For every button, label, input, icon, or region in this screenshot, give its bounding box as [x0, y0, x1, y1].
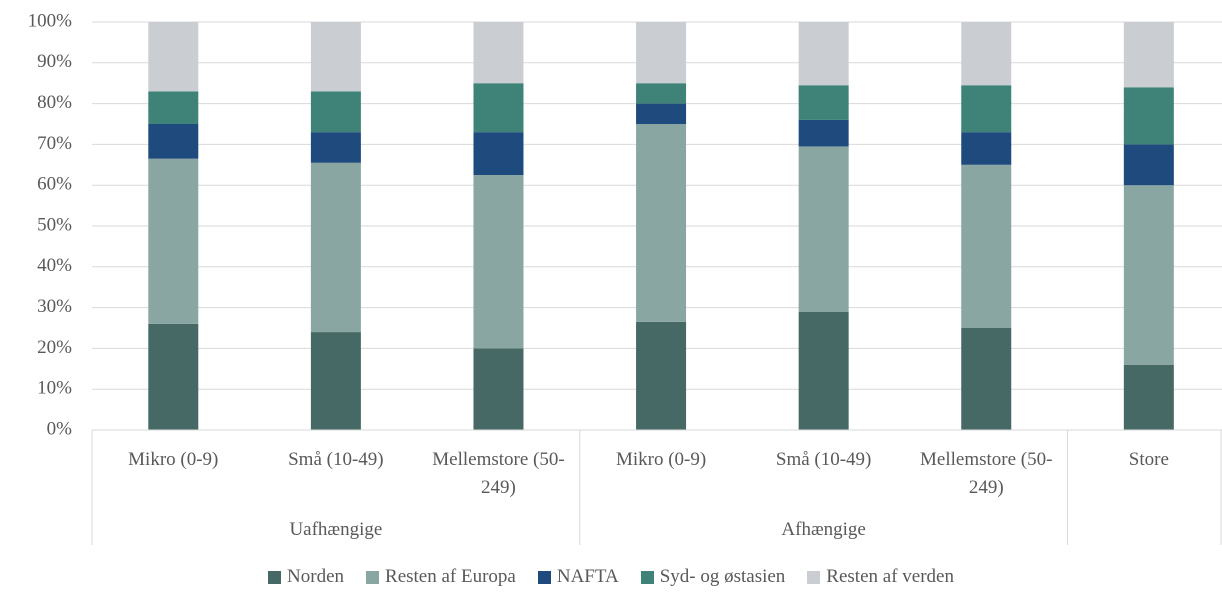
bar-segment	[148, 22, 199, 92]
legend-label: Norden	[287, 566, 345, 587]
bar-segment	[636, 124, 687, 322]
bar-segment	[1123, 22, 1174, 88]
bar-segment	[1123, 87, 1174, 145]
legend-item: Resten af verden	[807, 566, 954, 588]
bar-segment	[961, 22, 1012, 86]
x-tick-label: Små (10-49)	[288, 449, 384, 470]
bar-segment	[1123, 144, 1174, 186]
x-tick-label: Mikro (0-9)	[615, 449, 707, 470]
x-tick-label: Store	[1128, 449, 1169, 470]
bar-segment	[636, 321, 687, 430]
legend-swatch	[537, 570, 551, 584]
legend-swatch	[268, 570, 282, 584]
legend-swatch	[366, 570, 380, 584]
y-tick-label: 20%	[37, 337, 72, 358]
bar-segment	[473, 83, 524, 133]
bar-segment	[310, 162, 361, 333]
bar-segment	[310, 132, 361, 163]
y-tick-label: 100%	[28, 10, 73, 31]
bar-segment	[961, 328, 1012, 430]
y-tick-label: 60%	[37, 174, 72, 195]
bar-segment	[1123, 364, 1174, 430]
bar-segment	[798, 119, 849, 147]
bar-segment	[310, 91, 361, 133]
legend-label: Resten af Europa	[385, 566, 516, 587]
group-label: Uafhængige	[289, 519, 383, 540]
bar-segment	[148, 323, 199, 430]
legend-item: Norden	[268, 566, 344, 588]
bar-segment	[310, 22, 361, 92]
y-tick-label: 30%	[37, 296, 72, 317]
bar-segment	[798, 146, 849, 312]
y-tick-label: 70%	[37, 133, 72, 154]
legend: Norden Resten af Europa NAFTA Syd- og østas…	[0, 566, 1222, 588]
bar-segment	[473, 132, 524, 175]
bar-segment	[798, 311, 849, 430]
bar-segment	[798, 22, 849, 86]
bar-segment	[148, 124, 199, 159]
y-tick-label: 40%	[37, 255, 72, 276]
bar-segment	[473, 22, 524, 84]
legend-swatch	[640, 570, 654, 584]
bar-segment	[1123, 185, 1174, 365]
bar-segment	[636, 22, 687, 84]
legend-label: Syd- og østasien	[659, 566, 786, 587]
bar-segment	[961, 132, 1012, 165]
bar-segment	[636, 83, 687, 104]
bar-segment	[148, 158, 199, 324]
x-tick-label: Mikro (0-9)	[128, 449, 219, 470]
y-tick-label: 10%	[37, 378, 72, 399]
legend-swatch	[807, 570, 821, 584]
bar-segment	[798, 85, 849, 120]
bar-segment	[148, 91, 199, 124]
x-tick-label: Mellemstore (50-249)	[920, 449, 1053, 498]
bar-segment	[961, 85, 1012, 133]
legend-label: NAFTA	[556, 566, 619, 587]
bar-segment	[310, 332, 361, 430]
bar-segment	[473, 348, 524, 430]
y-tick-label: 0%	[47, 418, 73, 439]
legend-item: Resten af Europa	[366, 566, 516, 588]
bar-segment	[636, 103, 687, 124]
group-label: Afhængige	[781, 519, 866, 540]
y-tick-label: 50%	[37, 214, 72, 235]
legend-item: NAFTA	[537, 566, 619, 588]
x-tick-label: Mellemstore (50-249)	[432, 449, 565, 498]
y-tick-label: 90%	[37, 51, 72, 72]
bar-segment	[473, 175, 524, 349]
legend-label: Resten af verden	[826, 566, 954, 587]
y-tick-label: 80%	[37, 92, 72, 113]
x-tick-label: Små (10-49)	[775, 449, 872, 470]
legend-item: Syd- og østasien	[640, 566, 786, 588]
bar-segment	[961, 164, 1012, 328]
